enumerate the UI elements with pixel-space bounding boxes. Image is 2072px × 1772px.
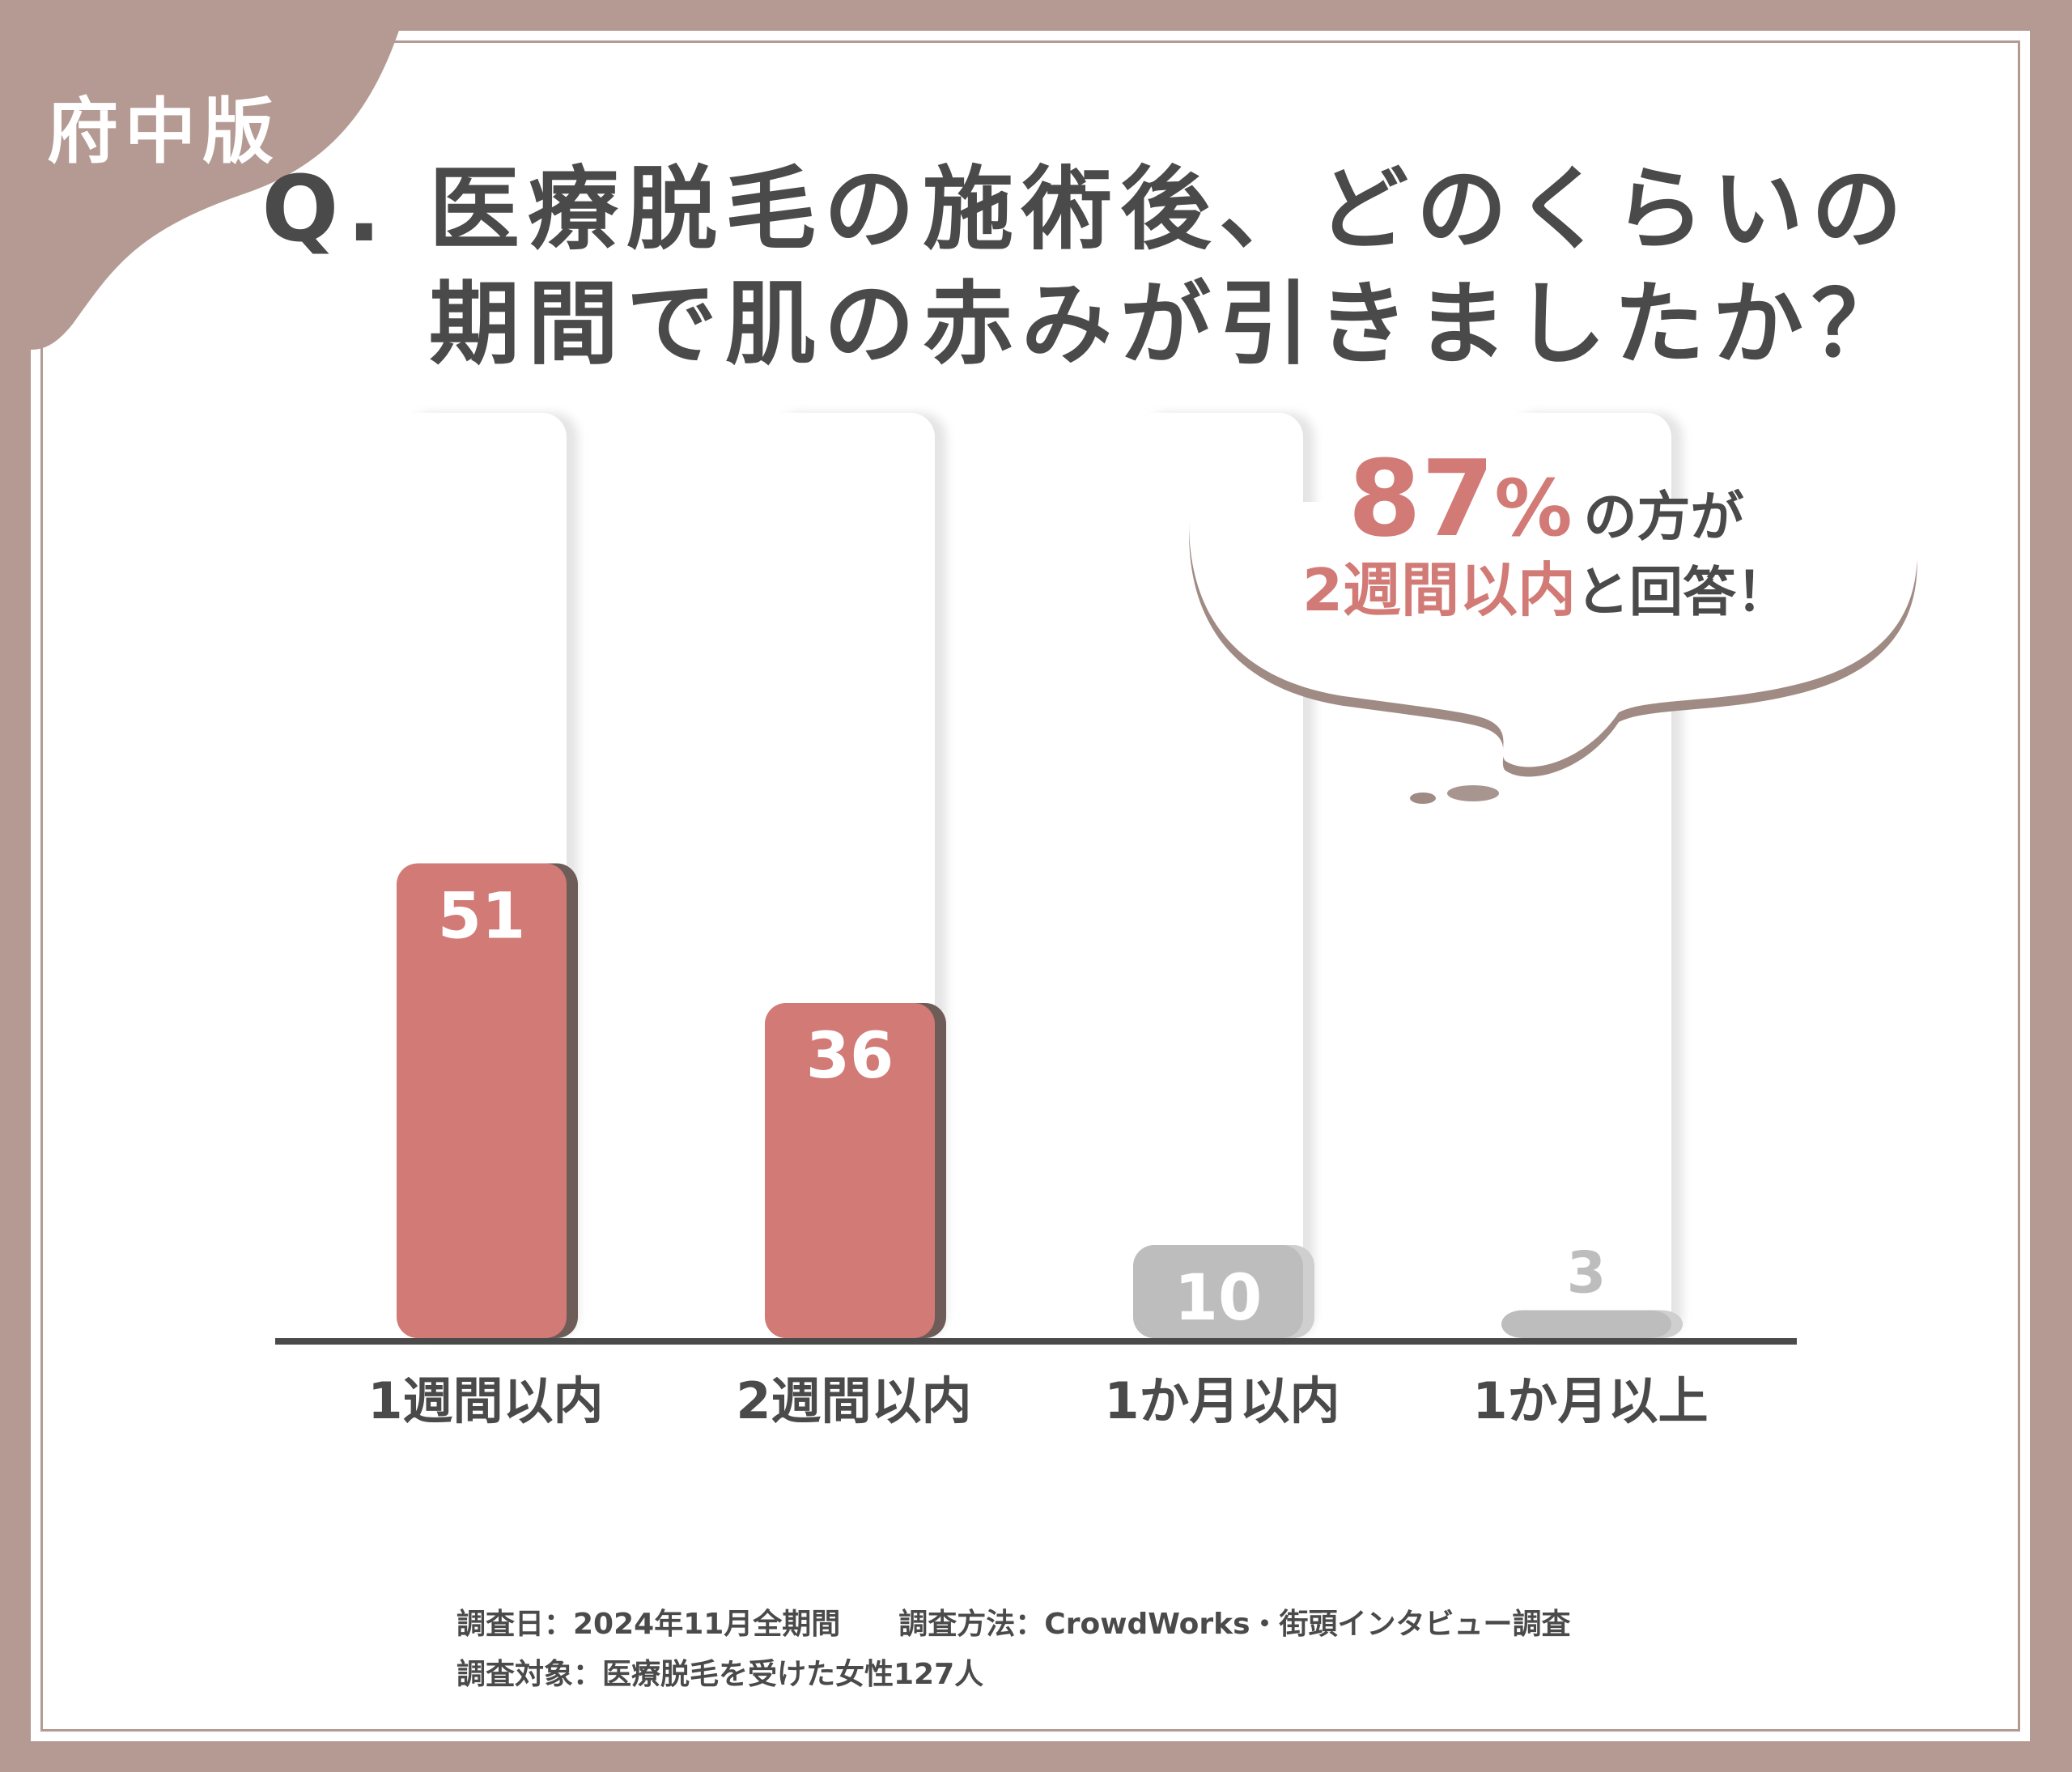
bar-value-label: 3 (1567, 1240, 1607, 1307)
category-label: 1か月以内 (1104, 1371, 1340, 1430)
bar-2 (765, 1003, 935, 1338)
footnote-line-2: 調査対象：医療脱毛を受けた女性127人 (456, 1658, 984, 1691)
callout-text-2: と回答！ (1576, 561, 1790, 623)
inner-border (40, 40, 2020, 1732)
bar-4 (1501, 1310, 1671, 1338)
page-title-line-2: 期間で肌の赤みが引きましたか？ (429, 272, 1910, 377)
category-label: 1か月以上 (1472, 1371, 1708, 1430)
callout-highlight: 2週間以内 (1301, 556, 1577, 624)
category-label: 1週間以内 (367, 1371, 603, 1430)
bar-1 (397, 863, 567, 1338)
region-label: 府中版 (47, 90, 281, 173)
callout-percent: 87 (1348, 437, 1495, 560)
region-tab (0, 0, 409, 350)
bar-value-label: 36 (806, 1020, 894, 1093)
bar-value-label: 10 (1174, 1262, 1263, 1335)
page-title-line-1: Q. 医療脱毛の施術後、どのくらいの (261, 157, 1910, 262)
footnote-line-1: 調査日：2024年11月全期間 調査方法：CrowdWorks・街頭インタビュー… (456, 1608, 1571, 1641)
callout-text-1: の方が (1583, 486, 1744, 548)
category-label: 2週間以内 (736, 1371, 971, 1430)
bar-3 (1133, 1245, 1303, 1338)
callout-percent-unit: % (1494, 463, 1573, 554)
bar-value-label: 51 (438, 881, 526, 954)
callout-line-1: 87% の方が (1166, 437, 1926, 560)
callout-line-2: 2週間以内と回答！ (1166, 542, 1926, 627)
speech-bubble (1189, 502, 1917, 804)
chart-frame (31, 31, 2030, 1741)
footnote: 調査日：2024年11月全期間 調査方法：CrowdWorks・街頭インタビュー… (456, 1600, 1571, 1700)
